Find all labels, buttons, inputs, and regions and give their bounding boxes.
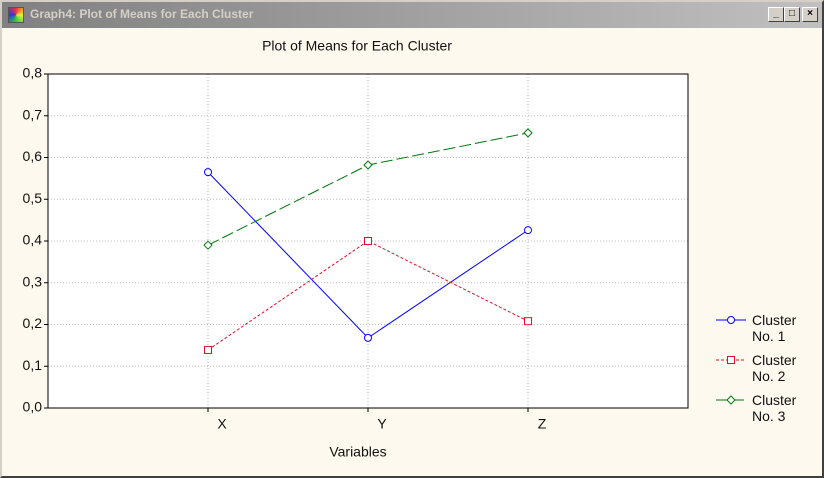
y-tick-label: 0,0 — [23, 399, 43, 415]
maximize-button[interactable]: □ — [784, 7, 800, 22]
minimize-button[interactable]: _ — [768, 7, 784, 22]
y-tick-label: 0,7 — [23, 106, 43, 122]
y-tick-label: 0,5 — [23, 190, 43, 206]
marker — [523, 128, 533, 138]
y-tick-label: 0,4 — [23, 232, 43, 248]
marker — [727, 316, 735, 324]
marker — [363, 160, 373, 170]
marker — [524, 317, 532, 326]
marker — [204, 345, 212, 354]
x-tick-label: Y — [377, 416, 387, 432]
x-axis-label: Variables — [329, 444, 386, 460]
legend-entry: Cluster No. 2 — [752, 352, 797, 384]
series-line — [207, 240, 529, 351]
marker — [364, 333, 372, 342]
y-tick-label: 0,2 — [23, 315, 43, 331]
chart: Plot of Means for Each Cluster Variables… — [23, 38, 746, 460]
y-tick-label: 0,1 — [23, 357, 43, 373]
y-tick-label: 0,3 — [23, 273, 43, 289]
legend-entry: Cluster No. 3 — [752, 392, 797, 424]
marker — [203, 240, 213, 250]
plot-border — [47, 73, 689, 409]
window-title: Graph4: Plot of Means for Each Cluster — [30, 7, 254, 21]
marker — [524, 226, 532, 235]
x-tick-label: Z — [538, 416, 547, 432]
marker — [726, 395, 736, 405]
marker — [204, 168, 212, 177]
legend-entry: Cluster No. 1 — [752, 312, 797, 344]
y-tick-label: 0,8 — [23, 65, 43, 81]
y-tick-label: 0,6 — [23, 148, 43, 164]
app-icon — [8, 7, 24, 23]
chart-title: Plot of Means for Each Cluster — [262, 38, 452, 54]
marker — [364, 237, 372, 245]
x-tick-label: X — [217, 416, 227, 432]
marker — [727, 356, 735, 364]
close-button[interactable]: × — [802, 7, 818, 22]
title-bar: Graph4: Plot of Means for Each Cluster _… — [2, 2, 822, 28]
